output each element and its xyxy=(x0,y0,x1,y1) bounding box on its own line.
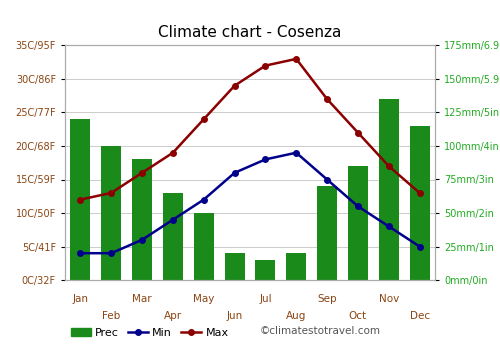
Text: Feb: Feb xyxy=(102,310,120,321)
Bar xyxy=(286,253,306,280)
Text: Jan: Jan xyxy=(72,294,88,304)
Text: Mar: Mar xyxy=(132,294,152,304)
Bar xyxy=(101,146,121,280)
Bar xyxy=(410,126,430,280)
Bar xyxy=(348,166,368,280)
Bar xyxy=(70,119,90,280)
Bar xyxy=(163,193,183,280)
Text: Apr: Apr xyxy=(164,310,182,321)
Bar xyxy=(378,99,399,280)
Bar xyxy=(224,253,244,280)
Bar xyxy=(132,159,152,280)
Bar xyxy=(194,213,214,280)
Text: Sep: Sep xyxy=(318,294,337,304)
Legend: Prec, Min, Max: Prec, Min, Max xyxy=(70,328,229,338)
Bar xyxy=(317,186,337,280)
Bar xyxy=(256,260,276,280)
Text: Aug: Aug xyxy=(286,310,306,321)
Text: ©climatestotravel.com: ©climatestotravel.com xyxy=(260,326,381,336)
Text: Oct: Oct xyxy=(349,310,367,321)
Text: Nov: Nov xyxy=(378,294,399,304)
Title: Climate chart - Cosenza: Climate chart - Cosenza xyxy=(158,25,342,40)
Text: Dec: Dec xyxy=(410,310,430,321)
Text: May: May xyxy=(193,294,214,304)
Text: Jul: Jul xyxy=(259,294,272,304)
Text: Jun: Jun xyxy=(226,310,242,321)
